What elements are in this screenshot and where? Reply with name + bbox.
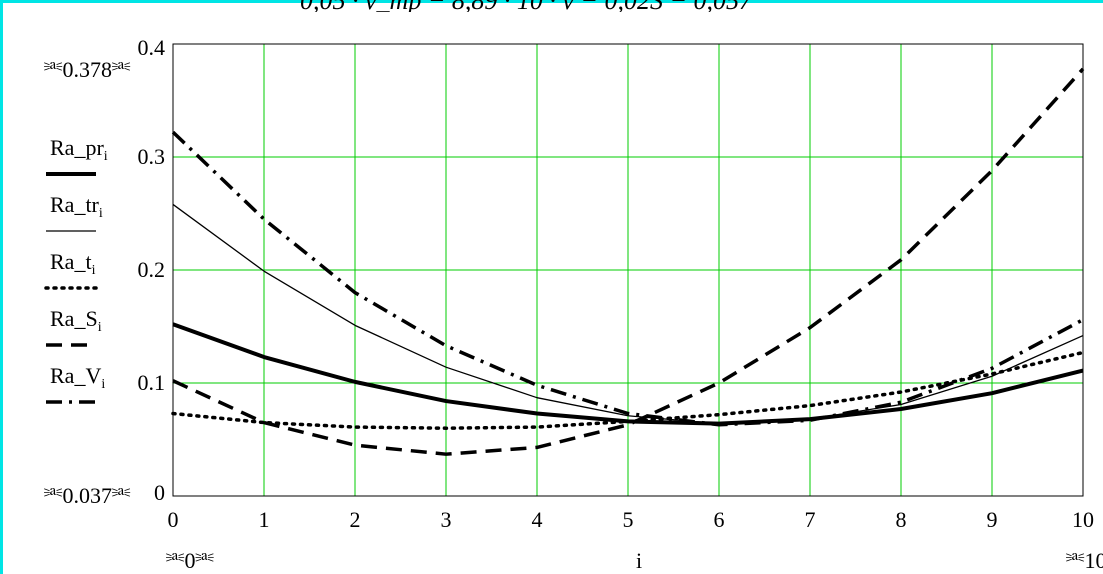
legend: Ra_pri Ra_tri Ra_ti Ra_Si Ra_Vi <box>44 135 108 404</box>
series-lines <box>171 67 1085 456</box>
legend-label: Ra_tri <box>50 192 103 221</box>
x-range-min-label: ⎃0⎃ <box>166 548 214 573</box>
y-tick-label: 0 <box>154 480 165 505</box>
x-tick-label: 10 <box>1072 507 1094 532</box>
legend-label: Ra_Si <box>50 306 102 335</box>
legend-item: Ra_tri <box>46 192 103 232</box>
y-tick-label: 0.2 <box>138 257 166 282</box>
y-tick-label: 0.4 <box>138 35 166 60</box>
series-line-ra-s <box>172 67 1085 456</box>
y-range-min-label: ⎃0.037⎃ <box>44 483 131 508</box>
legend-item: Ra_Vi <box>46 363 105 404</box>
legend-item: Ra_ti <box>44 249 98 290</box>
x-tick-label: 4 <box>532 507 543 532</box>
window-frame-left <box>0 0 3 574</box>
legend-item: Ra_Si <box>46 306 102 347</box>
legend-label: Ra_ti <box>50 249 96 278</box>
series-line-ra-v <box>171 130 1084 427</box>
x-tick-labels: 0 1 2 3 4 5 6 7 8 9 10 <box>168 507 1095 532</box>
x-axis-label: i <box>636 548 642 573</box>
formula-fragment: 0,05 · v_mp − 8,89 · 10 · v − 0,02S − 0,… <box>300 0 800 12</box>
x-tick-label: 9 <box>987 507 998 532</box>
series-line-ra-tr <box>172 203 1084 425</box>
x-tick-label: 6 <box>714 507 725 532</box>
legend-label: Ra_Vi <box>50 363 105 392</box>
x-tick-label: 2 <box>350 507 361 532</box>
x-tick-label: 7 <box>805 507 816 532</box>
y-range-max-label: ⎃0.378⎃ <box>44 57 131 82</box>
window-frame-top <box>0 0 1103 3</box>
plot-border <box>172 43 1084 497</box>
x-range-max-label: ⎃10⎃ <box>1066 548 1103 573</box>
y-tick-labels: 0 0.1 0.2 0.3 0.4 <box>138 35 166 505</box>
x-tick-label: 8 <box>896 507 907 532</box>
x-tick-label: 0 <box>168 507 179 532</box>
legend-item: Ra_pri <box>46 135 108 176</box>
y-tick-label: 0.1 <box>138 370 166 395</box>
x-tick-label: 1 <box>259 507 270 532</box>
legend-label: Ra_pri <box>50 135 108 164</box>
x-tick-label: 3 <box>441 507 452 532</box>
y-tick-label: 0.3 <box>138 144 166 169</box>
series-line-ra-t <box>171 350 1085 430</box>
grid <box>173 44 1083 496</box>
x-tick-label: 5 <box>623 507 634 532</box>
